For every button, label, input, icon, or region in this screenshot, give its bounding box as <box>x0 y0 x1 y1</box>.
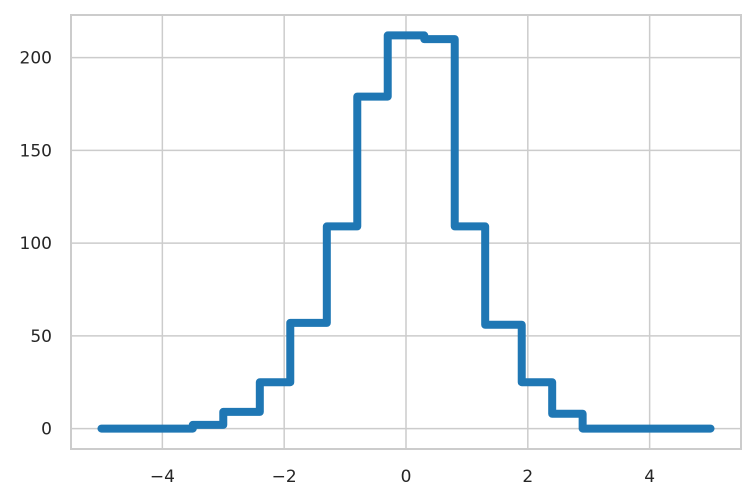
y-tick-label: 150 <box>20 141 52 161</box>
x-tick-label: 4 <box>644 467 655 487</box>
x-tick-label: 2 <box>522 467 533 487</box>
y-tick-label: 200 <box>20 49 52 69</box>
x-tick-label: −2 <box>272 467 297 487</box>
x-tick-label: −4 <box>150 467 175 487</box>
grid-lines <box>71 15 741 449</box>
series-step-line <box>97 31 715 433</box>
y-axis-ticks: 0 50 100 150 200 <box>20 49 52 440</box>
y-tick-label: 0 <box>41 420 52 440</box>
plot-frame <box>70 14 742 450</box>
y-tick-label: 100 <box>20 234 52 254</box>
y-tick-label: 50 <box>30 327 52 347</box>
x-tick-label: 0 <box>401 467 412 487</box>
x-axis-ticks: −4 −2 0 2 4 <box>150 467 655 487</box>
